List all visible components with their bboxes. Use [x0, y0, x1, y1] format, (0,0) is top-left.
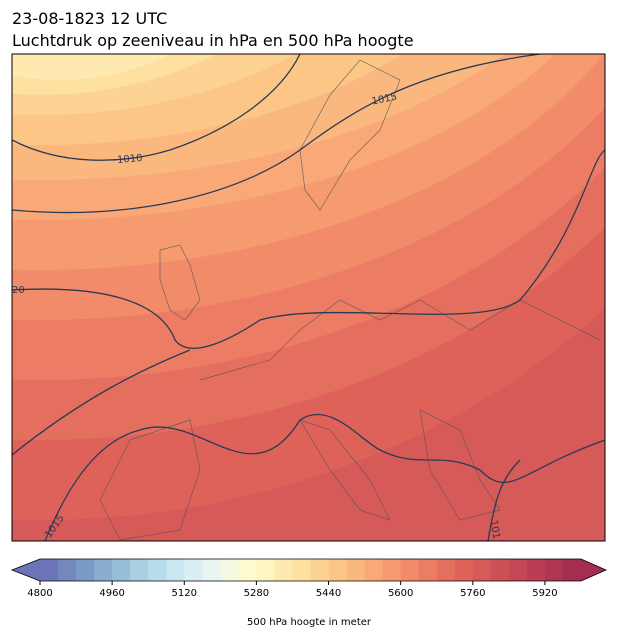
colorbar-level: [202, 559, 221, 581]
colorbar-level: [112, 559, 131, 581]
contour-label: 20: [12, 285, 25, 296]
colorbar-tick-label: 4960: [99, 588, 124, 599]
colorbar-level: [256, 559, 275, 581]
colorbar-tick-label: 5760: [460, 588, 485, 599]
map-frame: [11, 53, 606, 542]
colorbar-tick-label: 5280: [244, 588, 269, 599]
colorbar-tick-label: 5920: [532, 588, 557, 599]
colorbar-level: [454, 559, 474, 581]
colorbar-level: [310, 559, 330, 581]
colorbar-extend: [12, 559, 40, 581]
colorbar-level: [58, 559, 77, 581]
colorbar-tick-label: 5440: [316, 588, 341, 599]
colorbar-level: [328, 559, 348, 581]
contour-label: 1015: [371, 92, 398, 108]
map-date: 23-08-1823 12 UTC: [12, 9, 167, 28]
colorbar-level: [418, 559, 438, 581]
colorbar-level: [166, 559, 185, 581]
colorbar-level: [364, 559, 384, 581]
colorbar-tick-label: 5600: [388, 588, 413, 599]
colorbar-level: [292, 559, 311, 581]
map: 1015 1010 20 1015 101: [12, 54, 605, 541]
colorbar-level: [220, 559, 239, 581]
colorbar-level: [490, 559, 510, 581]
colorbar-level: [346, 559, 366, 581]
colorbar-level: [436, 559, 456, 581]
colorbar-level: [544, 559, 564, 581]
colorbar-level: [508, 559, 528, 581]
map-title: Luchtdruk op zeeniveau in hPa en 500 hPa…: [12, 31, 414, 50]
colorbar-level: [400, 559, 420, 581]
colorbar-level: [526, 559, 546, 581]
colorbar-level: [562, 559, 582, 581]
colorbar-tick-label: 4800: [27, 588, 52, 599]
colorbar: 4800 4960 5120 5280 5440 5600 5760 5920: [10, 558, 607, 599]
colorbar-level: [130, 559, 149, 581]
colorbar-tick-label: 5120: [172, 588, 197, 599]
colorbar-extend: [581, 559, 606, 581]
contour-label: 1010: [117, 153, 143, 166]
colorbar-level: [382, 559, 402, 581]
colorbar-level: [472, 559, 492, 581]
colorbar-level: [148, 559, 167, 581]
colorbar-level: [94, 559, 113, 581]
colorbar-label: 500 hPa hoogte in meter: [247, 617, 372, 628]
colorbar-level: [274, 559, 293, 581]
contour-label: 101: [487, 519, 501, 540]
colorbar-level: [40, 559, 59, 581]
colorbar-level: [76, 559, 95, 581]
colorbar-level: [238, 559, 257, 581]
colorbar-level: [184, 559, 203, 581]
